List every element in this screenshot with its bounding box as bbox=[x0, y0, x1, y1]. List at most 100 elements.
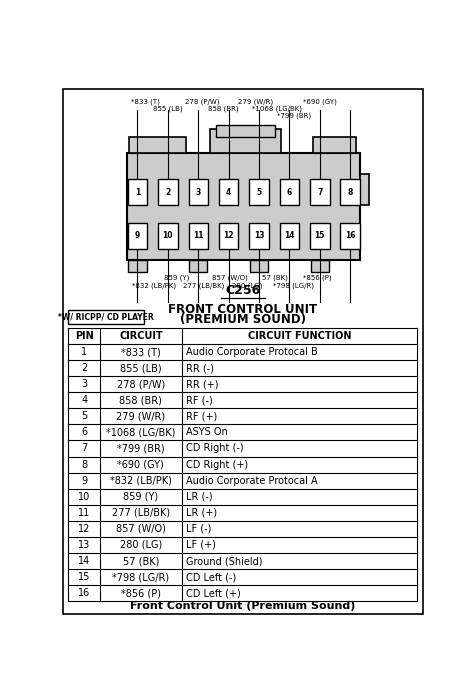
Bar bbox=[340, 180, 360, 205]
Bar bbox=[189, 180, 208, 205]
Bar bbox=[310, 223, 329, 248]
Bar bbox=[360, 173, 369, 205]
Bar bbox=[249, 223, 269, 248]
Bar bbox=[310, 180, 329, 205]
Text: CIRCUIT: CIRCUIT bbox=[119, 331, 163, 341]
Text: RR (+): RR (+) bbox=[186, 379, 219, 389]
Text: 8: 8 bbox=[81, 459, 87, 470]
Text: 857 (W/O): 857 (W/O) bbox=[212, 275, 248, 281]
Text: 12: 12 bbox=[223, 232, 234, 241]
Text: *690 (GY): *690 (GY) bbox=[303, 98, 337, 105]
Text: 16: 16 bbox=[78, 588, 90, 598]
Text: 4: 4 bbox=[226, 187, 231, 196]
Bar bbox=[280, 180, 299, 205]
Bar bbox=[129, 137, 186, 153]
Text: 15: 15 bbox=[78, 572, 91, 582]
Text: RF (-): RF (-) bbox=[186, 395, 213, 405]
Text: 858 (BR): 858 (BR) bbox=[119, 395, 162, 405]
Text: 280 (LG): 280 (LG) bbox=[232, 283, 263, 290]
Text: 5: 5 bbox=[256, 187, 262, 196]
Bar bbox=[313, 137, 356, 153]
Text: CD Left (-): CD Left (-) bbox=[186, 572, 237, 582]
Text: 859 (Y): 859 (Y) bbox=[164, 275, 190, 281]
Text: 10: 10 bbox=[78, 491, 90, 502]
Text: 857 (W/O): 857 (W/O) bbox=[116, 524, 166, 534]
Bar bbox=[158, 223, 178, 248]
Text: 277 (LB/BK): 277 (LB/BK) bbox=[182, 283, 224, 290]
Text: 279 (W/R): 279 (W/R) bbox=[238, 98, 273, 105]
Text: CD Left (+): CD Left (+) bbox=[186, 588, 241, 598]
Bar bbox=[189, 260, 208, 272]
Bar bbox=[249, 180, 269, 205]
Text: (PREMIUM SOUND): (PREMIUM SOUND) bbox=[180, 313, 306, 326]
Text: LR (+): LR (+) bbox=[186, 508, 218, 518]
Text: Ground (Shield): Ground (Shield) bbox=[186, 556, 263, 566]
Text: 13: 13 bbox=[78, 540, 90, 550]
Text: 859 (Y): 859 (Y) bbox=[123, 491, 158, 502]
Text: 1: 1 bbox=[135, 187, 140, 196]
Text: 16: 16 bbox=[345, 232, 356, 241]
Text: 15: 15 bbox=[315, 232, 325, 241]
Text: 855 (LB): 855 (LB) bbox=[120, 363, 162, 373]
Bar bbox=[280, 223, 299, 248]
Bar bbox=[128, 260, 146, 272]
Text: 280 (LG): 280 (LG) bbox=[120, 540, 162, 550]
Text: 2: 2 bbox=[165, 187, 171, 196]
Text: *W/ RICPP/ CD PLAYER: *W/ RICPP/ CD PLAYER bbox=[58, 312, 154, 321]
Text: 14: 14 bbox=[78, 556, 90, 566]
Text: 858 (BR): 858 (BR) bbox=[208, 105, 239, 112]
Text: 6: 6 bbox=[287, 187, 292, 196]
Text: ASYS On: ASYS On bbox=[186, 427, 228, 437]
Text: LR (-): LR (-) bbox=[186, 491, 213, 502]
Text: RF (+): RF (+) bbox=[186, 411, 218, 421]
Bar bbox=[217, 125, 274, 137]
Text: PIN: PIN bbox=[75, 331, 93, 341]
Bar bbox=[127, 153, 360, 260]
Text: 3: 3 bbox=[81, 379, 87, 389]
Text: 5: 5 bbox=[81, 411, 87, 421]
Text: 7: 7 bbox=[317, 187, 322, 196]
Text: 4: 4 bbox=[81, 395, 87, 405]
Text: 12: 12 bbox=[78, 524, 91, 534]
Text: Audio Corporate Protocal A: Audio Corporate Protocal A bbox=[186, 475, 318, 486]
Text: 277 (LB/BK): 277 (LB/BK) bbox=[112, 508, 170, 518]
Text: 11: 11 bbox=[193, 232, 203, 241]
Bar bbox=[340, 223, 360, 248]
Text: *832 (LB/PK): *832 (LB/PK) bbox=[110, 475, 172, 486]
Text: 10: 10 bbox=[163, 232, 173, 241]
Text: *798 (LG/R): *798 (LG/R) bbox=[112, 572, 169, 582]
Text: LF (+): LF (+) bbox=[186, 540, 216, 550]
Text: *832 (LB/PK): *832 (LB/PK) bbox=[132, 283, 176, 290]
Bar bbox=[189, 223, 208, 248]
Text: *856 (P): *856 (P) bbox=[303, 275, 331, 281]
Text: FRONT CONTROL UNIT: FRONT CONTROL UNIT bbox=[168, 303, 318, 316]
Text: 13: 13 bbox=[254, 232, 264, 241]
Text: 8: 8 bbox=[347, 187, 353, 196]
Text: *1068 (LG/BK): *1068 (LG/BK) bbox=[106, 427, 175, 437]
Text: *833 (T): *833 (T) bbox=[131, 98, 160, 105]
Text: 57 (BK): 57 (BK) bbox=[123, 556, 159, 566]
Text: 3: 3 bbox=[196, 187, 201, 196]
Bar bbox=[158, 180, 178, 205]
Text: *799 (BR): *799 (BR) bbox=[277, 113, 311, 120]
Text: 9: 9 bbox=[135, 232, 140, 241]
Text: 1: 1 bbox=[81, 347, 87, 357]
Bar bbox=[68, 310, 144, 324]
Text: C256: C256 bbox=[225, 284, 261, 296]
Text: 11: 11 bbox=[78, 508, 90, 518]
Text: 7: 7 bbox=[81, 443, 87, 454]
Text: *1068 (LG/BK): *1068 (LG/BK) bbox=[252, 105, 302, 112]
Text: Front Control Unit (Premium Sound): Front Control Unit (Premium Sound) bbox=[130, 601, 356, 611]
Text: 278 (P/W): 278 (P/W) bbox=[185, 98, 220, 105]
Text: *798 (LG/R): *798 (LG/R) bbox=[273, 283, 314, 290]
Bar bbox=[310, 260, 329, 272]
Text: 14: 14 bbox=[284, 232, 295, 241]
Text: 57 (BK): 57 (BK) bbox=[262, 275, 288, 281]
Bar bbox=[210, 129, 282, 153]
Text: CD Right (+): CD Right (+) bbox=[186, 459, 248, 470]
Text: *833 (T): *833 (T) bbox=[121, 347, 161, 357]
Text: CD Right (-): CD Right (-) bbox=[186, 443, 244, 454]
Bar bbox=[250, 260, 268, 272]
Bar bbox=[128, 223, 147, 248]
Text: *799 (BR): *799 (BR) bbox=[117, 443, 164, 454]
